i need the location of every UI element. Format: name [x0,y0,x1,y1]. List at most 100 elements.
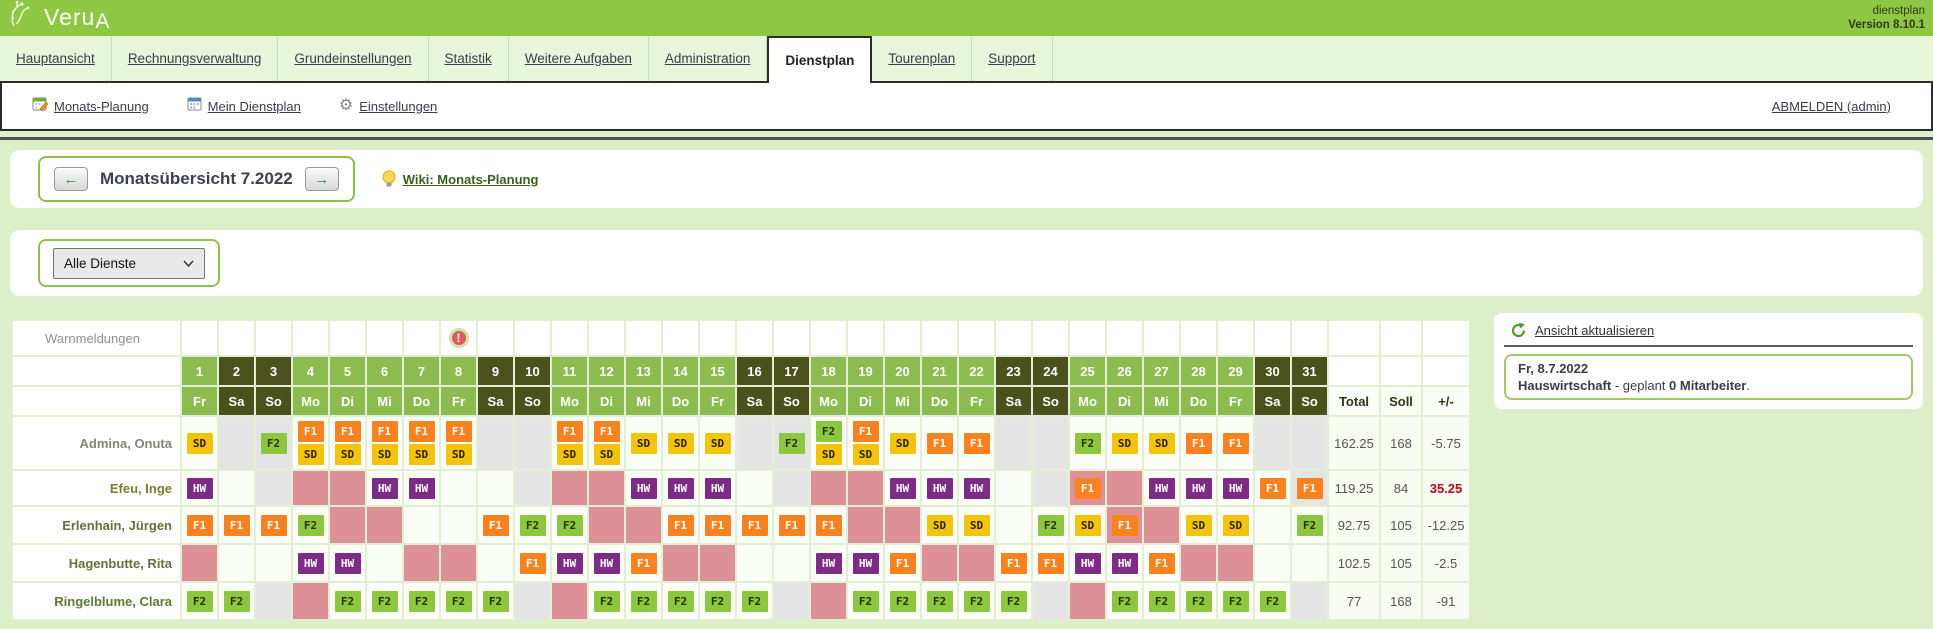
shift-cell-day-6[interactable]: F1 SD [367,417,402,469]
shift-cell-day-11[interactable]: F2 [552,507,587,543]
shift-cell-day-16[interactable] [737,471,772,505]
shift-cell-day-22[interactable] [959,545,994,581]
shift-cell-day-12[interactable]: F1 SD [589,417,624,469]
shift-cell-day-9[interactable]: F2 [478,583,513,619]
shift-cell-day-10[interactable]: F1 [515,545,550,581]
shift-cell-day-15[interactable]: F1 [700,507,735,543]
shift-cell-day-9[interactable] [478,417,513,469]
shift-cell-day-22[interactable]: F2 [959,583,994,619]
shift-cell-day-13[interactable]: F2 [626,583,661,619]
shift-cell-day-25[interactable]: F1 [1070,471,1105,505]
shift-cell-day-30[interactable] [1255,417,1290,469]
tab-statistik[interactable]: Statistik [429,36,509,81]
shift-cell-day-26[interactable]: HW [1107,545,1142,581]
shift-cell-day-22[interactable]: HW [959,471,994,505]
shift-cell-day-8[interactable]: F2 [441,583,476,619]
tab-weitere-aufgaben[interactable]: Weitere Aufgaben [509,36,649,81]
shift-cell-day-14[interactable]: F1 [663,507,698,543]
shift-cell-day-5[interactable]: HW [330,545,365,581]
shift-cell-day-24[interactable]: F2 [1033,507,1068,543]
shift-cell-day-1[interactable]: F1 [182,507,217,543]
shift-cell-day-28[interactable]: HW [1181,471,1216,505]
subnav-link[interactable]: Einstellungen [359,98,438,114]
shift-cell-day-2[interactable] [219,545,254,581]
shift-cell-day-20[interactable] [885,507,920,543]
shift-cell-day-9[interactable] [478,471,513,505]
shift-cell-day-22[interactable]: F1 [959,417,994,469]
shift-cell-day-6[interactable] [367,545,402,581]
service-filter-select[interactable]: Alle Dienste [53,247,205,279]
shift-cell-day-23[interactable] [996,417,1031,469]
shift-cell-day-30[interactable] [1255,545,1290,581]
shift-cell-day-29[interactable]: HW [1218,471,1253,505]
shift-cell-day-26[interactable] [1107,471,1142,505]
shift-cell-day-20[interactable]: F2 [885,583,920,619]
shift-cell-day-24[interactable] [1033,583,1068,619]
shift-cell-day-28[interactable]: F1 [1181,417,1216,469]
tab-grundeinstellungen[interactable]: Grundeinstellungen [278,36,429,81]
shift-cell-day-31[interactable] [1292,583,1327,619]
shift-cell-day-17[interactable] [774,471,809,505]
shift-cell-day-2[interactable] [219,417,254,469]
shift-cell-day-21[interactable]: SD [922,507,957,543]
shift-cell-day-4[interactable] [293,583,328,619]
shift-cell-day-25[interactable] [1070,583,1105,619]
shift-cell-day-27[interactable]: F1 [1144,545,1179,581]
shift-cell-day-27[interactable]: HW [1144,471,1179,505]
shift-cell-day-17[interactable] [774,583,809,619]
shift-cell-day-27[interactable] [1144,507,1179,543]
shift-cell-day-18[interactable]: F1 [811,507,846,543]
wiki-link[interactable]: Wiki: Monats-Planung [402,171,539,187]
shift-cell-day-18[interactable] [811,583,846,619]
shift-cell-day-13[interactable]: F1 [626,545,661,581]
shift-cell-day-19[interactable] [848,471,883,505]
shift-cell-day-2[interactable] [219,471,254,505]
shift-cell-day-21[interactable]: F2 [922,583,957,619]
shift-cell-day-29[interactable] [1218,545,1253,581]
shift-cell-day-17[interactable]: F2 [774,417,809,469]
shift-cell-day-27[interactable]: SD [1144,417,1179,469]
tab-hauptansicht[interactable]: Hauptansicht [0,36,112,81]
shift-cell-day-29[interactable]: F1 [1218,417,1253,469]
shift-cell-day-13[interactable] [626,507,661,543]
shift-cell-day-7[interactable]: F2 [404,583,439,619]
shift-cell-day-19[interactable]: F2 [848,583,883,619]
shift-cell-day-12[interactable]: F2 [589,583,624,619]
shift-cell-day-6[interactable]: F2 [367,583,402,619]
shift-cell-day-24[interactable] [1033,417,1068,469]
shift-cell-day-19[interactable]: HW [848,545,883,581]
shift-cell-day-30[interactable]: F1 [1255,471,1290,505]
shift-cell-day-31[interactable] [1292,545,1327,581]
shift-cell-day-1[interactable]: HW [182,471,217,505]
shift-cell-day-14[interactable]: F2 [663,583,698,619]
shift-cell-day-24[interactable] [1033,471,1068,505]
shift-cell-day-20[interactable]: SD [885,417,920,469]
shift-cell-day-13[interactable]: HW [626,471,661,505]
shift-cell-day-4[interactable] [293,471,328,505]
shift-cell-day-8[interactable] [441,507,476,543]
shift-cell-day-28[interactable] [1181,545,1216,581]
shift-cell-day-26[interactable]: SD [1107,417,1142,469]
shift-cell-day-25[interactable]: HW [1070,545,1105,581]
shift-cell-day-15[interactable]: F2 [700,583,735,619]
shift-cell-day-31[interactable]: F1 [1292,471,1327,505]
warning-icon[interactable]: ! [448,328,469,348]
shift-cell-day-16[interactable] [737,545,772,581]
shift-cell-day-5[interactable] [330,507,365,543]
shift-cell-day-20[interactable]: F1 [885,545,920,581]
shift-cell-day-12[interactable]: HW [589,545,624,581]
shift-cell-day-19[interactable] [848,507,883,543]
shift-cell-day-22[interactable]: SD [959,507,994,543]
shift-cell-day-10[interactable]: F2 [515,507,550,543]
tab-administration[interactable]: Administration [649,36,768,81]
shift-cell-day-29[interactable]: SD [1218,507,1253,543]
shift-cell-day-30[interactable] [1255,507,1290,543]
subnav-link[interactable]: Monats-Planung [54,98,149,114]
tab-dienstplan[interactable]: Dienstplan [767,36,873,83]
shift-cell-day-24[interactable]: F1 [1033,545,1068,581]
shift-cell-day-3[interactable] [256,583,291,619]
shift-cell-day-7[interactable] [404,507,439,543]
shift-cell-day-29[interactable]: F2 [1218,583,1253,619]
refresh-view-link[interactable]: Ansicht aktualisieren [1535,323,1655,338]
shift-cell-day-3[interactable]: F1 [256,507,291,543]
